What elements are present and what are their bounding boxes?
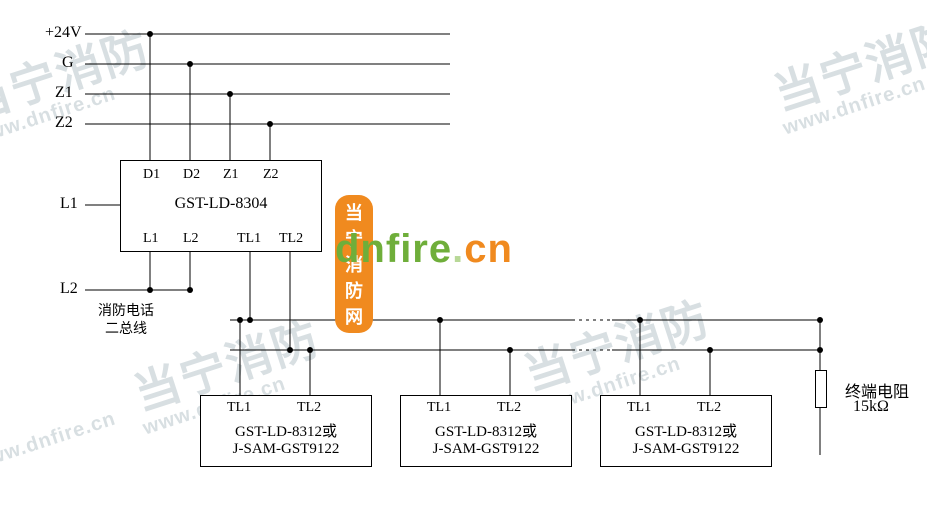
terminal-resistor <box>815 370 827 408</box>
slave-line2: J-SAM-GST9122 <box>601 441 771 458</box>
pin-tl1: TL1 <box>627 400 651 416</box>
bus-label-l2: L2 <box>60 280 78 298</box>
pin-tl2: TL2 <box>297 400 321 416</box>
bus-label-z2: Z2 <box>55 114 73 132</box>
bus-label-z1: Z1 <box>55 84 73 102</box>
bus-label-g: G <box>62 54 74 72</box>
bus-label-24v: +24V <box>45 24 82 42</box>
slave-module-box: TL1 TL2 GST-LD-8312或 J-SAM-GST9122 <box>400 395 572 467</box>
slave-line1: GST-LD-8312或 <box>601 420 771 441</box>
pin-tl2: TL2 <box>279 231 303 247</box>
bus-caption-2: 二总线 <box>105 318 147 338</box>
pin-tl1: TL1 <box>237 231 261 247</box>
pin-d1: D1 <box>143 167 160 183</box>
resistor-label-2: 15kΩ <box>853 398 889 416</box>
logo-text-dot: . <box>452 227 464 271</box>
slave-module-box: TL1 TL2 GST-LD-8312或 J-SAM-GST9122 <box>200 395 372 467</box>
pin-tl1: TL1 <box>227 400 251 416</box>
logo-text-green: dnfire <box>335 227 452 271</box>
slave-line2: J-SAM-GST9122 <box>201 441 371 458</box>
main-module-box: D1 D2 Z1 Z2 GST-LD-8304 L1 L2 TL1 TL2 <box>120 160 322 252</box>
slave-line1: GST-LD-8312或 <box>401 420 571 441</box>
main-module-title: GST-LD-8304 <box>121 195 321 213</box>
pin-z2-top: Z2 <box>263 167 279 183</box>
pin-tl2: TL2 <box>697 400 721 416</box>
logo-text-orange: cn <box>464 227 513 271</box>
bus-caption-1: 消防电话 <box>98 300 154 320</box>
pin-z1-top: Z1 <box>223 167 239 183</box>
slave-line2: J-SAM-GST9122 <box>401 441 571 458</box>
pin-tl2: TL2 <box>497 400 521 416</box>
bus-label-l1: L1 <box>60 195 78 213</box>
pin-l1: L1 <box>143 231 159 247</box>
slave-module-box: TL1 TL2 GST-LD-8312或 J-SAM-GST9122 <box>600 395 772 467</box>
pin-l2: L2 <box>183 231 199 247</box>
pin-d2: D2 <box>183 167 200 183</box>
logo-text: dnfire.cn <box>335 227 513 272</box>
pin-tl1: TL1 <box>427 400 451 416</box>
slave-line1: GST-LD-8312或 <box>201 420 371 441</box>
